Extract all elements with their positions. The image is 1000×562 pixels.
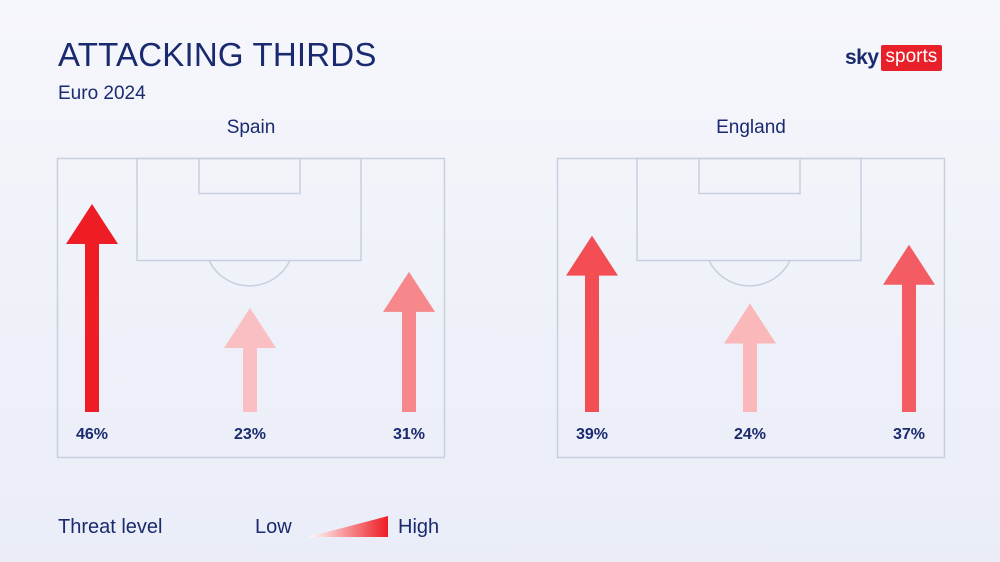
penalty-box-england (636, 157, 862, 262)
penalty-box-spain (136, 157, 362, 262)
chart-subtitle: Euro 2024 (58, 83, 146, 104)
arrow-england-right (883, 244, 935, 412)
chart-title: ATTACKING THIRDS (58, 36, 377, 73)
team-name-spain: Spain (226, 117, 276, 138)
arrow-spain-right (383, 271, 435, 412)
logo-sky-text: sky (845, 46, 879, 69)
arrow-england-centre (724, 303, 776, 412)
six-yard-box-spain (198, 157, 301, 195)
pct-label-spain-centre: 23% (233, 426, 267, 443)
penalty-arc-england (708, 260, 791, 287)
arrow-spain-centre (224, 308, 276, 412)
legend-low-label: Low (255, 516, 292, 538)
logo-sports-text: sports (880, 45, 943, 71)
penalty-arc-spain (208, 260, 291, 287)
legend-high-label: High (398, 516, 440, 538)
pitch-lines-england (556, 157, 946, 459)
legend-title: Threat level (58, 516, 163, 538)
sky-sports-logo: sky sports (845, 44, 943, 72)
legend-wedge-shape (308, 516, 388, 537)
pct-label-spain-left: 46% (75, 426, 109, 443)
legend-gradient-wedge (308, 516, 388, 537)
pct-label-england-right: 37% (892, 426, 926, 443)
pct-label-england-centre: 24% (733, 426, 767, 443)
arrow-spain-left (66, 204, 118, 412)
six-yard-box-england (698, 157, 801, 195)
arrow-england-left (566, 235, 618, 412)
pitch-england: 39% 24% 37% (556, 157, 946, 459)
team-name-england: England (716, 117, 786, 138)
pitch-spain: 46% 23% 31% (56, 157, 446, 459)
pct-label-england-left: 39% (575, 426, 609, 443)
pct-label-spain-right: 31% (392, 426, 426, 443)
pitch-lines-spain (56, 157, 446, 459)
